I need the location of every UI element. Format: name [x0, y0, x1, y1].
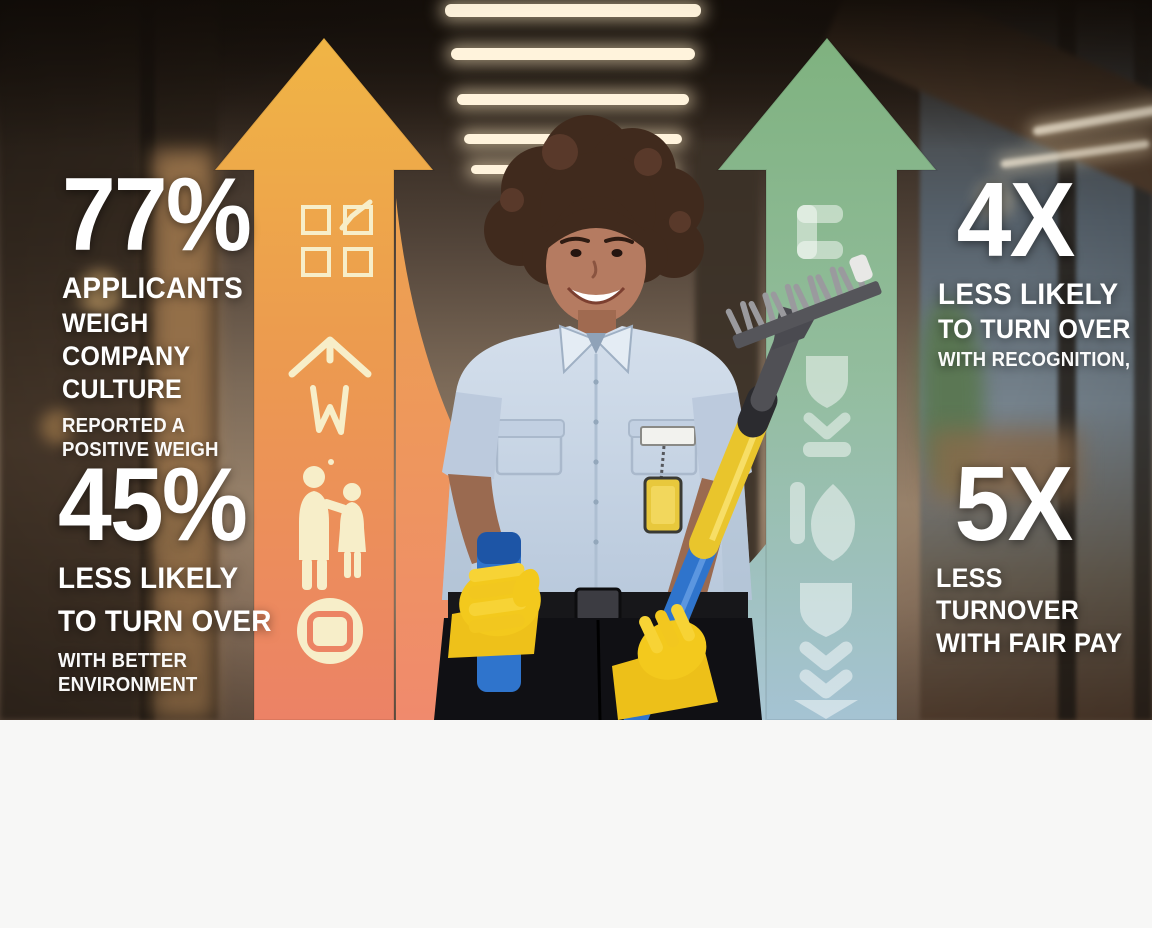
- bokeh-light: [150, 505, 202, 557]
- stat-line: WITH FAIR PAY: [936, 628, 1123, 659]
- photo-area: 77% APPLICANTS WEIGH COMPANY CULTURE REP…: [0, 0, 1152, 720]
- stat-line: WEIGH: [62, 308, 149, 339]
- stat-subline-text: WITH BETTER: [58, 649, 188, 672]
- round-frame-icon: [297, 598, 363, 664]
- belt-buckle: [574, 587, 622, 623]
- stat-block-5x: 5X LESS TURNOVER WITH FAIR PAY: [936, 445, 1137, 660]
- stat-block-77: 77% APPLICANTS WEIGH COMPANY CULTURE REP…: [62, 157, 252, 463]
- stat-subline: WITH BETTER ENVIRONMENT: [58, 649, 272, 698]
- stat-subline-text: REPORTED A: [62, 414, 186, 437]
- brush-head: [725, 254, 882, 349]
- down-chevrons-icon: [794, 583, 858, 719]
- left-arrow: [212, 36, 436, 720]
- stat-block-4x: 4X LESS LIKELY TO TURN OVER WITH RECOGNI…: [938, 161, 1131, 372]
- checkbox-grid-icon: [301, 199, 373, 277]
- ceiling-light: [457, 94, 689, 105]
- stat-block-45: 45% LESS LIKELY TO TURN OVER WITH BETTER…: [58, 447, 272, 698]
- stat-line: COMPANY: [62, 341, 191, 372]
- arrows-and-figure: [212, 36, 939, 720]
- left-glove: [448, 562, 541, 658]
- face-features: [560, 236, 634, 305]
- name-tag: [640, 426, 696, 446]
- people-together-icon: [299, 459, 366, 590]
- bokeh-light: [40, 410, 74, 444]
- stat-line: TO TURN OVER: [58, 605, 272, 639]
- bokeh-light: [975, 180, 1015, 220]
- background-frame: [1058, 0, 1076, 720]
- stat-line: TO TURN OVER: [938, 314, 1131, 345]
- house-roof-icon: [288, 336, 372, 435]
- stat-value: 5X: [954, 445, 1074, 563]
- stat-value: 77%: [62, 157, 252, 273]
- background-floor-glow: [930, 430, 1080, 500]
- stat-value: 45%: [58, 447, 248, 563]
- stat-value: 4X: [956, 161, 1076, 279]
- stat-subline: REPORTED A POSITIVE WEIGH: [62, 414, 250, 463]
- uniform-shirt: [442, 324, 752, 600]
- stat-line: CULTURE: [62, 374, 183, 405]
- ceiling-light: [451, 48, 695, 60]
- stat-line: LESS TURNOVER: [936, 562, 1080, 626]
- title-band: CLEANING STAFF’S PERCEPTION OF PROFESSIO…: [0, 720, 1152, 928]
- bar-and-drop-icon: [790, 482, 855, 561]
- award-chevron-icon: [803, 356, 851, 457]
- stat-line: LESS LIKELY: [58, 561, 239, 595]
- stat-subline-text: ENVIRONMENT: [58, 674, 198, 697]
- stat-line: LESS LIKELY: [938, 277, 1119, 311]
- cleaning-staff-figure: [434, 115, 882, 720]
- right-glove: [612, 603, 718, 720]
- stat-subline-text: POSITIVE WEIGH: [62, 439, 219, 462]
- right-arrow: [715, 36, 939, 720]
- bokeh-light: [78, 270, 122, 314]
- bracket-container-icon: [797, 205, 843, 259]
- stat-subline: WITH RECOGNITION,: [938, 348, 1131, 371]
- ceiling-light: [445, 4, 701, 17]
- background-pillar: [152, 150, 214, 720]
- stat-line: APPLICANTS: [62, 271, 244, 305]
